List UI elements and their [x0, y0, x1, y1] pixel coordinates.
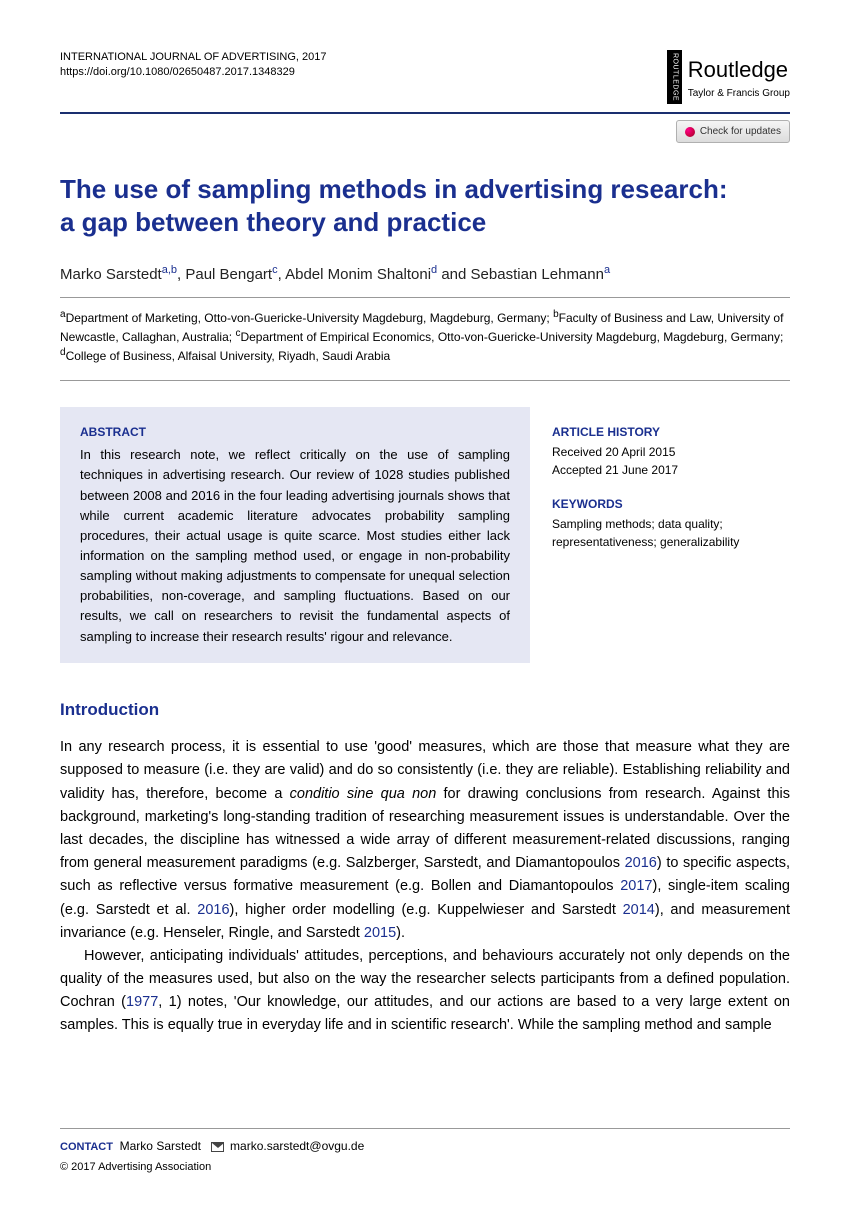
- publisher-name: Routledge Taylor & Francis Group: [688, 53, 790, 101]
- accepted-date: Accepted 21 June 2017: [552, 461, 790, 479]
- affil-sup[interactable]: a: [604, 264, 610, 276]
- latin-phrase: conditio sine qua non: [290, 786, 437, 802]
- publisher-small: Taylor & Francis Group: [688, 86, 790, 101]
- crossmark-icon: [685, 127, 695, 137]
- doi-link[interactable]: https://doi.org/10.1080/02650487.2017.13…: [60, 65, 327, 80]
- journal-title: INTERNATIONAL JOURNAL OF ADVERTISING, 20…: [60, 50, 327, 65]
- abstract-text: In this research note, we reflect critic…: [80, 445, 510, 646]
- affil-c: Department of Empirical Economics, Otto-…: [240, 330, 783, 344]
- citation-link[interactable]: 2017: [620, 878, 652, 894]
- contact-email[interactable]: marko.sarstedt@ovgu.de: [230, 1139, 364, 1153]
- citation-link[interactable]: 2016: [625, 855, 657, 871]
- contact-name: Marko Sarstedt: [120, 1139, 201, 1153]
- title-line-1: The use of sampling methods in advertisi…: [60, 174, 728, 204]
- routledge-mark-icon: ROUTLEDGE: [667, 50, 682, 104]
- author-3: Abdel Monim Shaltoni: [285, 266, 431, 283]
- keywords-text: Sampling methods; data quality; represen…: [552, 515, 790, 551]
- contact-line: CONTACT Marko Sarstedt marko.sarstedt@ov…: [60, 1137, 790, 1156]
- copyright-line: © 2017 Advertising Association: [60, 1159, 790, 1176]
- abstract-box: ABSTRACT In this research note, we refle…: [60, 407, 530, 663]
- received-date: Received 20 April 2015: [552, 443, 790, 461]
- paragraph-2: However, anticipating individuals' attit…: [60, 945, 790, 1038]
- article-title: The use of sampling methods in advertisi…: [60, 173, 790, 238]
- authors-list: Marko Sarstedta,b, Paul Bengartc, Abdel …: [60, 262, 790, 298]
- keywords-block: KEYWORDS Sampling methods; data quality;…: [552, 495, 790, 551]
- page-footer: CONTACT Marko Sarstedt marko.sarstedt@ov…: [60, 1128, 790, 1176]
- history-label: ARTICLE HISTORY: [552, 423, 790, 441]
- citation-link[interactable]: 2014: [623, 902, 655, 918]
- citation-link[interactable]: 1977: [126, 994, 158, 1010]
- keywords-label: KEYWORDS: [552, 495, 790, 513]
- publisher-big: Routledge: [688, 53, 790, 86]
- affil-d: College of Business, Alfaisal University…: [66, 349, 391, 363]
- paragraph-1: In any research process, it is essential…: [60, 736, 790, 945]
- publisher-logo: ROUTLEDGE Routledge Taylor & Francis Gro…: [667, 50, 790, 104]
- author-2: Paul Bengart: [185, 266, 272, 283]
- article-meta: ARTICLE HISTORY Received 20 April 2015 A…: [552, 407, 790, 663]
- mail-icon: [211, 1142, 224, 1152]
- author-4: Sebastian Lehmann: [471, 266, 604, 283]
- check-updates-row: Check for updates: [60, 120, 790, 143]
- section-heading-intro: Introduction: [60, 697, 790, 723]
- citation-link[interactable]: 2016: [197, 902, 229, 918]
- check-updates-button[interactable]: Check for updates: [676, 120, 790, 143]
- page-header: INTERNATIONAL JOURNAL OF ADVERTISING, 20…: [60, 50, 790, 114]
- abstract-meta-row: ABSTRACT In this research note, we refle…: [60, 407, 790, 663]
- contact-label: CONTACT: [60, 1141, 113, 1153]
- affil-a: Department of Marketing, Otto-von-Gueric…: [66, 311, 554, 325]
- history-block: ARTICLE HISTORY Received 20 April 2015 A…: [552, 423, 790, 479]
- affil-sup[interactable]: a,b: [162, 264, 177, 276]
- title-line-2: a gap between theory and practice: [60, 207, 486, 237]
- body-text: In any research process, it is essential…: [60, 736, 790, 1037]
- journal-info: INTERNATIONAL JOURNAL OF ADVERTISING, 20…: [60, 50, 327, 81]
- citation-link[interactable]: 2015: [364, 925, 396, 941]
- abstract-label: ABSTRACT: [80, 423, 510, 442]
- affiliations-block: aDepartment of Marketing, Otto-von-Gueri…: [60, 308, 790, 381]
- check-updates-label: Check for updates: [700, 124, 781, 139]
- author-1: Marko Sarstedt: [60, 266, 162, 283]
